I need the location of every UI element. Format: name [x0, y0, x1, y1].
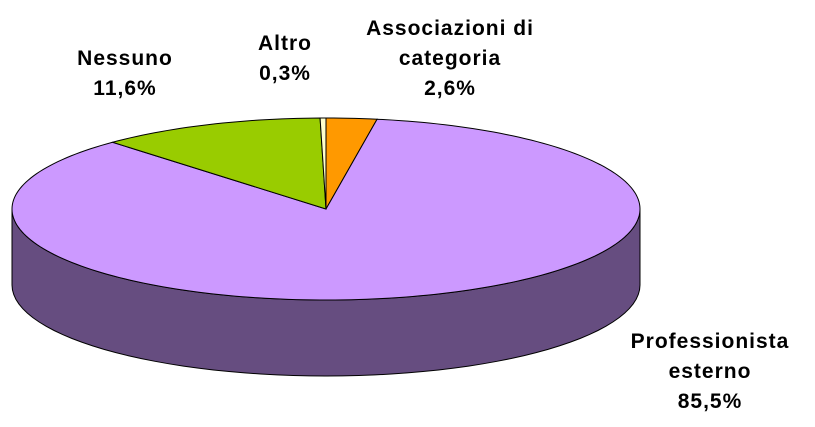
slice-label: Nessuno 11,6%	[40, 44, 210, 104]
slice-label: Professionista esterno 85,5%	[605, 327, 815, 417]
value-label: 11,6%	[93, 77, 157, 100]
value-label: 0,3%	[259, 62, 311, 85]
slice-label: Associazioni di categoria 2,6%	[340, 14, 560, 104]
pie-slice	[11, 118, 641, 301]
category-name: Altro	[258, 32, 312, 55]
category-name: Nessuno	[77, 47, 173, 70]
category-name: Associazioni di categoria	[366, 17, 534, 70]
category-name: Professionista esterno	[630, 330, 790, 383]
pie-slice	[319, 117, 327, 210]
pie-slice	[110, 117, 327, 210]
value-label: 2,6%	[424, 77, 476, 100]
slice-label: Altro 0,3%	[235, 29, 335, 89]
value-label: 85,5%	[677, 390, 743, 413]
